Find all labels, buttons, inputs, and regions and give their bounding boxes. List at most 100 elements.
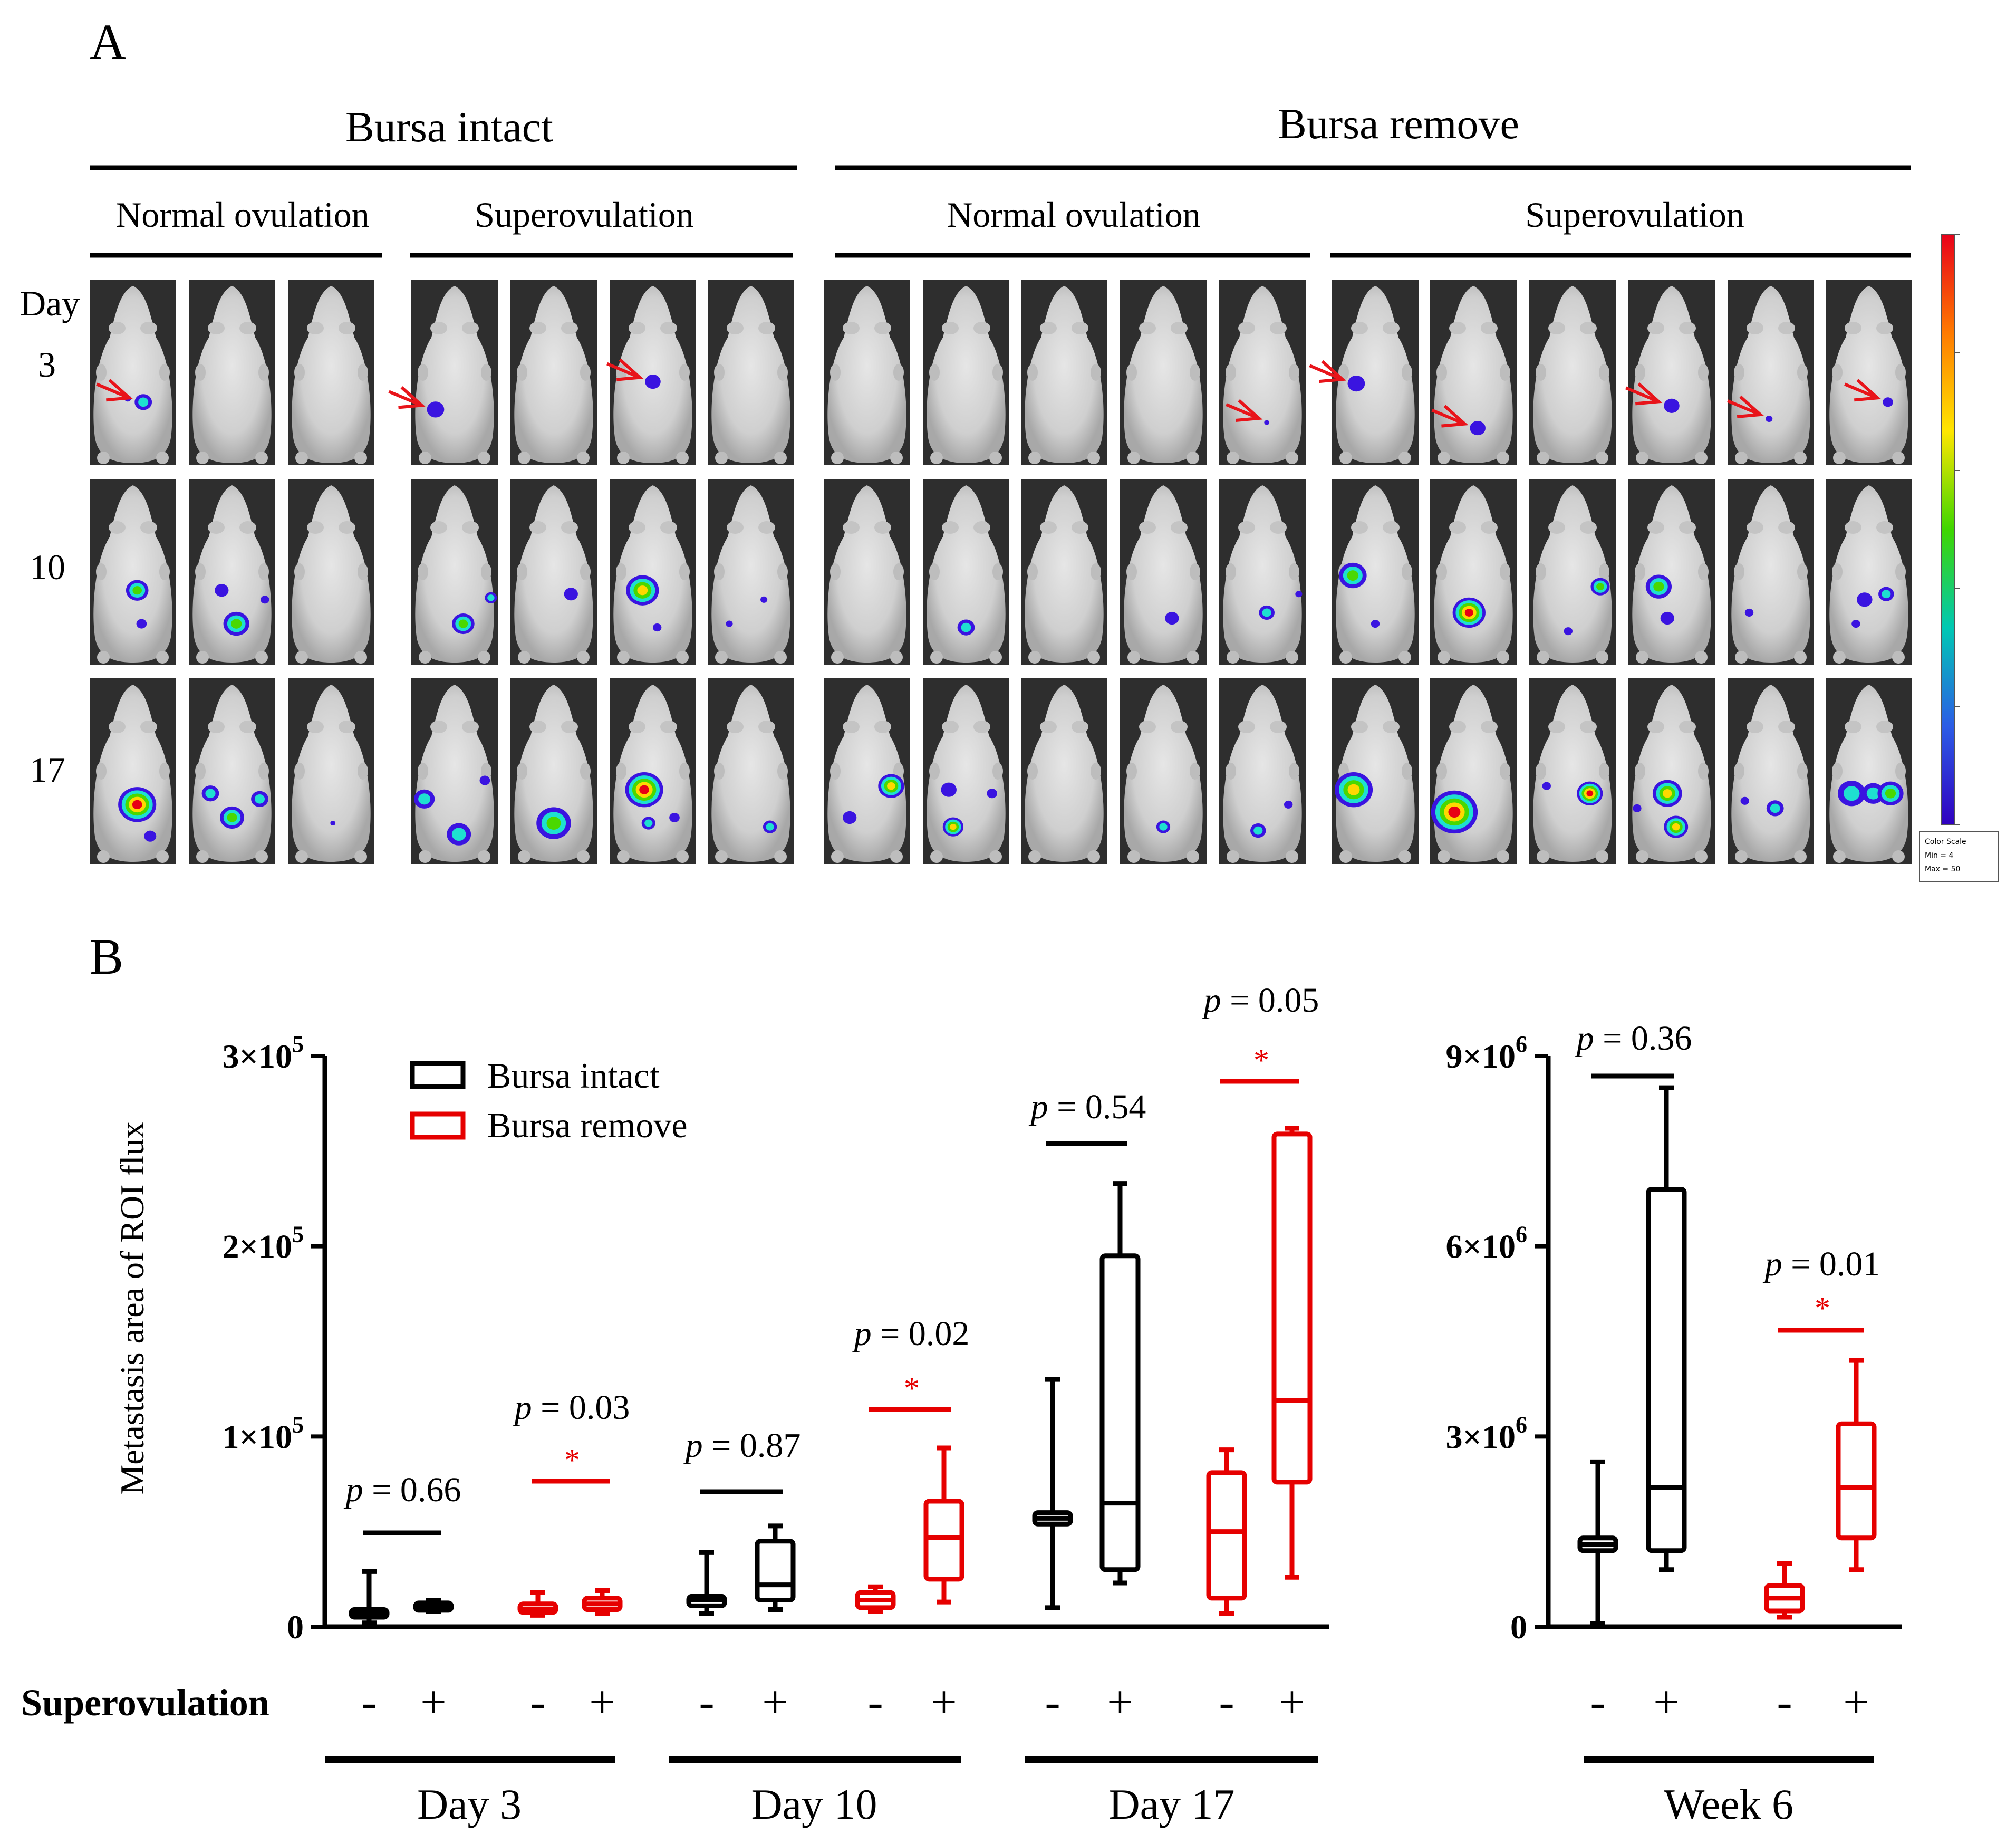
mouse-ear xyxy=(462,521,479,534)
mouse-paw xyxy=(258,563,269,580)
mouse-paw xyxy=(1797,364,1808,381)
bioluminescence-spot xyxy=(1652,780,1682,807)
group-label-day10: Day 10 xyxy=(751,1780,877,1828)
mouse-image xyxy=(1120,280,1207,465)
spot-ring xyxy=(1253,826,1263,835)
mouse-paw xyxy=(1127,452,1140,464)
mouse-ear xyxy=(843,521,860,534)
mouse-paw xyxy=(255,850,268,863)
mouse-paw xyxy=(1599,763,1609,780)
comparison: p = 0.66 xyxy=(344,1471,461,1535)
mouse-paw xyxy=(617,651,630,664)
bioluminescence-spot xyxy=(1250,823,1266,838)
mouse-image xyxy=(510,479,597,665)
mouse-paw xyxy=(1497,850,1509,863)
box-plot xyxy=(1646,1085,1687,1572)
minus-sign: - xyxy=(1045,1677,1060,1728)
plus-sign: + xyxy=(1653,1677,1680,1728)
mouse-paw xyxy=(96,364,107,381)
bioluminescence-spot xyxy=(413,789,435,809)
mouse-paw xyxy=(1895,763,1906,780)
mouse-paw xyxy=(1698,563,1709,580)
spot-ring xyxy=(941,782,957,797)
mouse-image xyxy=(90,280,176,465)
mouse-image-grid xyxy=(90,280,1912,864)
mouse-ear xyxy=(239,521,256,534)
arrow-head xyxy=(616,358,644,381)
mouse-paw xyxy=(1190,563,1200,580)
spot-ring xyxy=(1744,608,1754,617)
spot-ring xyxy=(231,619,242,629)
arrow-shaft xyxy=(388,390,422,407)
mouse-paw xyxy=(577,850,590,863)
mouse-ear xyxy=(1679,721,1696,733)
mouse-ear xyxy=(874,521,891,534)
arrow-icon xyxy=(1625,382,1663,406)
box-plot xyxy=(1764,1561,1805,1620)
mouse-paw xyxy=(1398,651,1411,664)
bioluminescence-spot xyxy=(726,620,733,627)
spot-ring xyxy=(653,623,662,632)
p-value-label: p = 0.54 xyxy=(1029,1088,1146,1126)
mouse-paw xyxy=(831,651,844,664)
mouse-ear xyxy=(843,322,860,334)
mouse-paw xyxy=(1797,563,1808,580)
mouse-paw xyxy=(1339,452,1352,464)
mouse-paw xyxy=(1832,763,1843,780)
mouse-paw xyxy=(1339,651,1352,664)
mouse-paw xyxy=(929,563,940,580)
mouse-paw xyxy=(295,850,308,863)
mouse-paw xyxy=(577,452,590,464)
mouse-paw xyxy=(831,850,844,863)
mouse-ear xyxy=(1679,521,1696,534)
y-axis-title: Metastasis area of ROI flux xyxy=(113,1121,151,1494)
day-label-17: 17 xyxy=(30,750,65,790)
mouse-image xyxy=(1628,678,1715,864)
bioluminescence-spot xyxy=(1156,820,1171,833)
box-plot xyxy=(582,1588,623,1616)
mouse-paw xyxy=(1126,563,1137,580)
mouse-image xyxy=(1120,678,1207,864)
day-label-3: 3 xyxy=(38,344,56,385)
mouse-paw xyxy=(676,452,689,464)
bioluminescence-spot xyxy=(126,580,149,601)
mouse-paw xyxy=(1227,651,1239,664)
bioluminescence-spot xyxy=(653,623,662,632)
mouse-paw xyxy=(831,452,844,464)
mouse-paw xyxy=(1438,452,1450,464)
minus-sign: - xyxy=(361,1677,377,1728)
mouse-paw xyxy=(419,850,431,863)
mouse-paw xyxy=(1436,563,1447,580)
p-value-label: p = 0.02 xyxy=(852,1314,970,1353)
mouse-paw xyxy=(255,452,268,464)
spot-ring xyxy=(1672,823,1680,831)
spot-ring xyxy=(1284,800,1293,809)
mouse-image xyxy=(1219,678,1306,864)
mouse-paw xyxy=(159,563,170,580)
minus-sign: - xyxy=(1590,1677,1605,1728)
mouse-paw xyxy=(358,364,368,381)
mouse-paw xyxy=(1027,364,1038,381)
mouse-ear xyxy=(1139,721,1156,733)
mouse-paw xyxy=(1227,452,1239,464)
legend-swatch-bursa-intact xyxy=(410,1061,466,1089)
mouse-paw xyxy=(295,452,308,464)
mouse-ear xyxy=(1747,322,1763,334)
mouse-ear xyxy=(561,721,578,733)
mouse-ear xyxy=(1679,322,1696,334)
bioluminescence-spot xyxy=(1590,578,1610,596)
arrow-head xyxy=(1319,360,1346,383)
mouse-paw xyxy=(1226,364,1236,381)
arrow-shaft xyxy=(1309,364,1343,381)
bioluminescence-spot xyxy=(220,806,244,829)
mouse-paw xyxy=(1536,364,1546,381)
mouse-image xyxy=(1628,280,1715,465)
mouse-paw xyxy=(930,850,943,863)
arrow-icon xyxy=(1226,399,1263,423)
mouse-paw xyxy=(714,364,725,381)
mouse-ear xyxy=(1351,721,1368,733)
bioluminescence-spot xyxy=(641,817,655,830)
mouse-paw xyxy=(1087,452,1100,464)
mouse-paw xyxy=(1695,651,1708,664)
